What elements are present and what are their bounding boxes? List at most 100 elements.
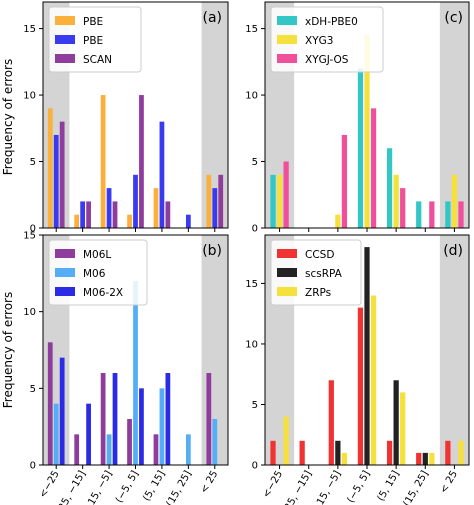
y-tick-label: 0	[30, 461, 36, 472]
y-tick-label: 10	[23, 307, 36, 318]
x-tick-label: <−25	[38, 469, 62, 500]
bar	[53, 403, 59, 465]
legend: CCSD scsRPA ZRPs	[270, 239, 362, 306]
panel-label: (d)	[443, 243, 463, 259]
legend-swatch	[55, 249, 75, 258]
legend-swatch	[277, 54, 297, 63]
bar	[133, 174, 138, 228]
bar	[127, 419, 132, 465]
bar	[212, 419, 218, 465]
panel-a: 0 5 10 15 (a) PBE PBE SCAN	[23, 1, 229, 235]
x-tick-label: < 25	[438, 469, 460, 496]
legend: M06L M06 M06-2X	[48, 239, 148, 306]
legend-entry: CCSD	[305, 249, 334, 261]
y-axis-label: Frequency of errors	[1, 59, 15, 176]
legend-entry: M06-2X	[83, 287, 123, 299]
legend-swatch	[55, 287, 75, 296]
bar	[400, 392, 406, 465]
bar	[106, 188, 112, 228]
bar	[165, 373, 171, 465]
y-tick-label: 0	[252, 461, 258, 472]
bar	[341, 452, 348, 465]
bar	[364, 247, 370, 465]
x-tick-label: < 25	[199, 469, 221, 496]
legend-swatch	[55, 35, 75, 44]
bar	[47, 342, 53, 465]
bar	[153, 188, 159, 228]
bar	[335, 440, 341, 465]
legend-entry: ZRPs	[305, 287, 331, 299]
bar	[212, 188, 218, 228]
legend-entry: xDH-PBE0	[305, 16, 358, 28]
y-tick-label: 5	[252, 400, 258, 411]
legend-swatch	[55, 16, 75, 25]
bar	[276, 174, 283, 228]
bar	[400, 188, 406, 228]
bar	[86, 201, 91, 228]
x-tick-label: <−25	[261, 469, 285, 500]
legend-entry: SCAN	[83, 54, 112, 66]
y-tick-label: 10	[23, 91, 36, 102]
x-tick-label: (−15, −5]	[309, 469, 344, 505]
bar	[59, 357, 65, 465]
bar	[112, 373, 118, 465]
bar	[133, 281, 138, 465]
legend-swatch	[277, 287, 297, 296]
bar	[139, 95, 144, 228]
bar	[429, 452, 435, 465]
bar	[364, 35, 370, 229]
legend-entry: M06L	[83, 249, 111, 261]
y-tick-label: 10	[245, 91, 258, 102]
bar	[393, 380, 399, 465]
bar	[139, 388, 144, 465]
bar	[185, 214, 191, 228]
bar	[74, 214, 80, 228]
bar	[185, 434, 191, 465]
y-tick-label: 10	[245, 339, 258, 350]
y-tick-label: 0	[30, 224, 36, 235]
x-tick-label: (5, 15]	[141, 469, 167, 503]
y-tick-label: 5	[30, 157, 36, 168]
legend-entry: PBE	[83, 16, 103, 28]
bar	[218, 174, 224, 228]
bar	[47, 108, 53, 228]
y-tick-label: 5	[252, 157, 258, 168]
shaded-region	[439, 235, 469, 465]
bar	[445, 440, 451, 465]
bar	[393, 174, 399, 228]
legend-swatch	[277, 268, 297, 277]
y-tick-label: 15	[23, 231, 36, 242]
bar	[335, 214, 341, 228]
bar	[153, 434, 159, 465]
legend-swatch	[277, 249, 297, 258]
bar	[299, 440, 305, 465]
legend-entry: scsRPA	[305, 268, 343, 280]
bar	[445, 201, 451, 228]
bar	[328, 380, 334, 465]
bar	[59, 121, 65, 228]
legend-entry: PBE	[83, 35, 103, 47]
legend: xDH-PBE0 XYG3 XYGJ-OS	[270, 6, 384, 73]
legend-swatch	[55, 268, 75, 277]
bar	[53, 134, 59, 228]
bar	[386, 440, 393, 465]
bar	[370, 108, 377, 228]
bar	[100, 373, 106, 465]
bar	[429, 201, 435, 228]
bar	[270, 440, 276, 465]
legend-swatch	[277, 35, 297, 44]
legend-entry: M06	[83, 268, 106, 280]
legend: PBE PBE SCAN	[48, 6, 142, 73]
x-tick-label: (15, 25]	[165, 469, 194, 505]
bar	[283, 416, 289, 465]
bar	[386, 148, 393, 228]
bar	[86, 403, 91, 465]
bar	[206, 373, 212, 465]
bar	[357, 307, 364, 465]
panel-c: 0 5 10 15 (c) xDH-PBE0 XYG3 XYGJ-OS	[245, 1, 470, 235]
bar	[159, 388, 165, 465]
legend-entry: XYGJ-OS	[305, 54, 349, 66]
